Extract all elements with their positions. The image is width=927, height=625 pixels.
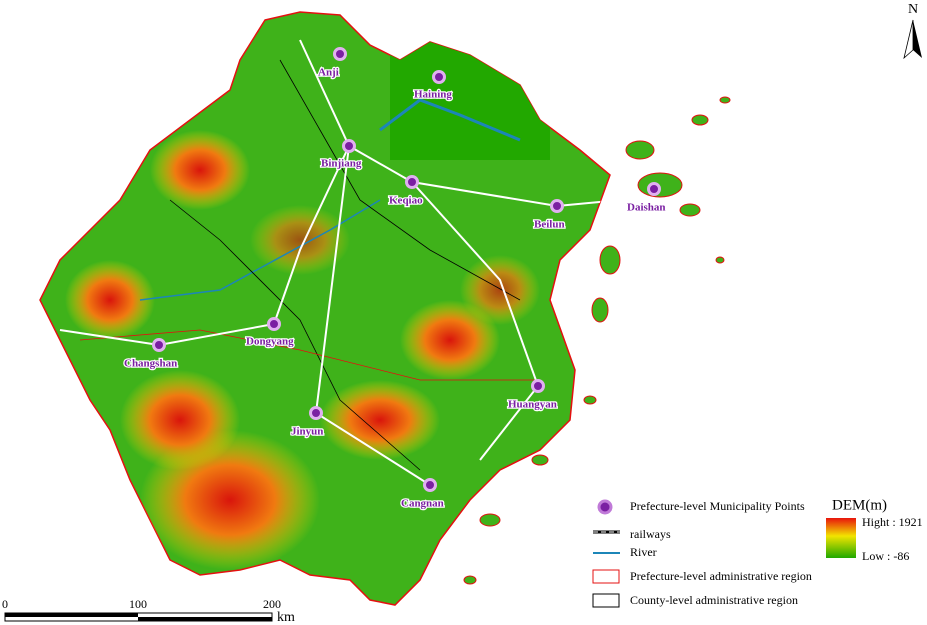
city-point	[647, 182, 661, 196]
legend-prefecture-symbol	[592, 569, 620, 584]
legend-label: Prefecture-level Municipality Points	[630, 499, 805, 513]
city-point	[405, 175, 419, 189]
city-label: Daishan	[627, 202, 666, 214]
city-label: Changshan	[124, 358, 177, 370]
city-label: Beilun	[534, 219, 565, 231]
city-label: Jinyun	[291, 426, 323, 438]
land	[39, 11, 731, 606]
city-label: Cangnan	[401, 498, 444, 510]
city-label: Keqiao	[389, 195, 423, 207]
dem-ramp	[826, 518, 856, 558]
city-point	[550, 199, 564, 213]
scale-label: 0	[2, 597, 8, 611]
city-point	[309, 406, 323, 420]
dem-low: Low : -86	[862, 549, 909, 563]
city-label: Anji	[318, 67, 339, 79]
city-point	[531, 379, 545, 393]
city-label: Binjiang	[321, 158, 362, 170]
north-arrow-half	[903, 19, 914, 60]
legend-label: Prefecture-level administrative region	[630, 569, 812, 583]
city-point	[432, 70, 446, 84]
scale-fill	[138, 617, 272, 621]
city-label: Huangyan	[508, 399, 557, 411]
north-label: N	[908, 2, 918, 17]
city-point	[267, 317, 281, 331]
city-point	[333, 47, 347, 61]
dem-title: DEM(m)	[832, 497, 887, 513]
scale-label: 200	[263, 597, 281, 611]
city-label: Dongyang	[246, 336, 294, 348]
city-point	[152, 338, 166, 352]
scale-unit: km	[277, 610, 295, 625]
dem-high: Hight : 1921	[862, 515, 923, 529]
cities: Anji Haining Binjiang Keqiao Beilun Daishan Do…	[123, 47, 667, 511]
city-point	[423, 478, 437, 492]
scale-label: 100	[129, 597, 147, 611]
scale-bar: 0 100 200 km	[2, 597, 295, 625]
legend-county-symbol	[592, 593, 620, 608]
scale-fill	[5, 613, 138, 617]
city-label: Haining	[414, 89, 452, 101]
legend: Prefecture-level Municipality Points rai…	[592, 497, 923, 608]
legend-label: River	[630, 545, 657, 559]
legend-city-symbol	[597, 499, 613, 515]
city-point	[342, 139, 356, 153]
legend-label: railways	[630, 527, 671, 541]
legend-label: County-level administrative region	[630, 593, 798, 607]
